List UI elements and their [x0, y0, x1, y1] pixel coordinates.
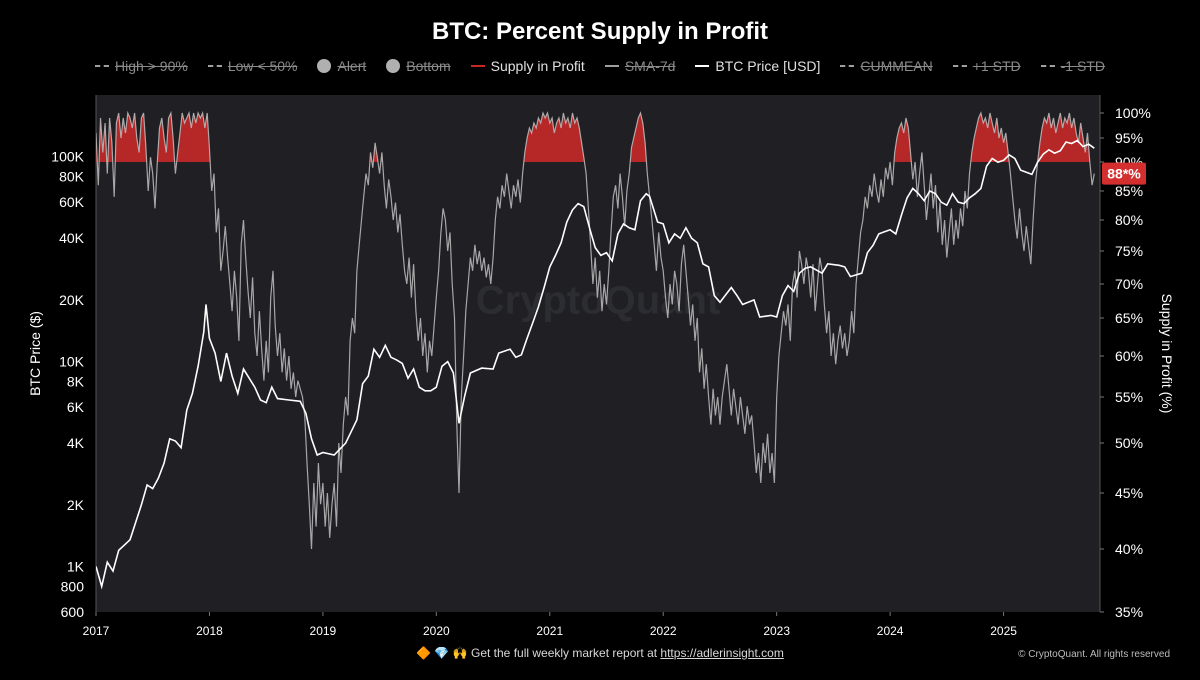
badge-label: 88*%	[1107, 166, 1141, 182]
x-tick-label: 2017	[83, 624, 110, 638]
legend-swatch	[207, 65, 222, 67]
y-right-axis-label: Supply in Profit (%)	[1159, 294, 1175, 414]
y-left-tick-label: 2K	[67, 497, 85, 513]
legend-label: -1 STD	[1060, 58, 1105, 74]
legend-item-9[interactable]: -1 STD	[1040, 58, 1105, 74]
x-tick-label: 2025	[990, 624, 1017, 638]
y-right-tick-label: 95%	[1115, 130, 1143, 146]
y-left-tick-label: 40K	[59, 230, 85, 246]
legend-swatch	[1040, 65, 1055, 67]
y-right-tick-label: 70%	[1115, 276, 1143, 292]
legend-swatch	[95, 65, 110, 67]
y-left-tick-label: 800	[61, 578, 85, 594]
supply-in-profit-line	[96, 110, 1095, 550]
y-left-tick-label: 8K	[67, 373, 85, 389]
y-right-tick-label: 100%	[1115, 105, 1151, 121]
footer-link[interactable]: https://adlerinsight.com	[660, 646, 784, 660]
legend-swatch	[470, 65, 485, 67]
y-right-tick-label: 85%	[1115, 183, 1143, 199]
chart-title: BTC: Percent Supply in Profit	[431, 18, 769, 45]
y-left-tick-label: 20K	[59, 292, 85, 308]
legend-item-8[interactable]: +1 STD	[952, 58, 1021, 74]
y-left-tick-label: 6K	[67, 399, 85, 415]
legend-swatch	[695, 65, 710, 67]
y-left-tick-label: 80K	[59, 169, 85, 185]
y-left-tick-label: 100K	[51, 149, 84, 165]
y-right-tick-label: 40%	[1115, 541, 1143, 557]
x-tick-label: 2022	[650, 624, 677, 638]
legend-label: Bottom	[406, 58, 451, 74]
badge-bg	[1102, 162, 1146, 185]
y-right-tick-label: 35%	[1115, 604, 1143, 620]
footer-text: Get the full weekly market report at	[471, 646, 661, 660]
legend-item-0[interactable]: High > 90%	[95, 58, 188, 74]
y-right-tick-label: 45%	[1115, 485, 1143, 501]
y-left-tick-label: 4K	[67, 435, 85, 451]
y-right-tick-label: 55%	[1115, 389, 1143, 405]
legend-item-1[interactable]: Low < 50%	[207, 58, 298, 74]
x-tick-label: 2024	[877, 624, 904, 638]
copyright: © CryptoQuant. All rights reserved	[1018, 649, 1170, 660]
y-right-tick-label: 60%	[1115, 348, 1143, 364]
x-tick-label: 2020	[423, 624, 450, 638]
legend-label: +1 STD	[972, 58, 1021, 74]
legend-swatch	[317, 59, 332, 73]
y-right-tick-label: 50%	[1115, 435, 1143, 451]
y-left-tick-label: 10K	[59, 354, 85, 370]
y-right-tick-label: 65%	[1115, 310, 1143, 326]
legend-swatch	[604, 65, 619, 67]
legend-swatch	[952, 65, 967, 67]
legend-item-6[interactable]: BTC Price [USD]	[695, 58, 820, 74]
x-tick-label: 2018	[196, 624, 223, 638]
legend-label: Alert	[337, 58, 367, 74]
y-left-tick-label: 60K	[59, 194, 85, 210]
plot-background	[96, 95, 1100, 612]
legend-label: SMA-7d	[624, 58, 676, 74]
y-left-tick-label: 600	[61, 604, 85, 620]
legend-swatch	[840, 65, 855, 67]
legend-item-5[interactable]: SMA-7d	[604, 58, 676, 74]
y-right-tick-label: 80%	[1115, 212, 1143, 228]
supply-highlight-area	[96, 113, 1095, 162]
legend-label: Low < 50%	[227, 58, 298, 74]
chart-legend: High > 90% Low < 50% Alert Bottom Supply in …	[0, 58, 1200, 74]
footer: 🔶 💎 🙌 Get the full weekly market report …	[0, 646, 1200, 660]
legend-item-7[interactable]: CUMMEAN	[840, 58, 933, 74]
x-tick-label: 2023	[763, 624, 790, 638]
current-value-badge: 88*%	[1102, 162, 1146, 185]
legend-item-4[interactable]: Supply in Profit	[470, 58, 585, 74]
legend-label: Supply in Profit	[490, 58, 585, 74]
legend-label: CUMMEAN	[860, 58, 933, 74]
y-left-axis-label: BTC Price ($)	[27, 311, 43, 396]
x-tick-label: 2021	[536, 624, 563, 638]
y-right-tick-label: 75%	[1115, 243, 1143, 259]
legend-swatch	[386, 59, 401, 73]
y-left-tick-label: 1K	[67, 559, 85, 575]
series-group	[96, 110, 1095, 590]
x-tick-label: 2019	[310, 624, 337, 638]
legend-label: BTC Price [USD]	[715, 58, 821, 74]
legend-item-3[interactable]: Bottom	[386, 58, 451, 74]
footer-icons: 🔶 💎 🙌	[416, 646, 468, 660]
legend-item-2[interactable]: Alert	[317, 58, 366, 74]
btc-price-line	[96, 139, 1095, 590]
legend-label: High > 90%	[115, 58, 188, 74]
